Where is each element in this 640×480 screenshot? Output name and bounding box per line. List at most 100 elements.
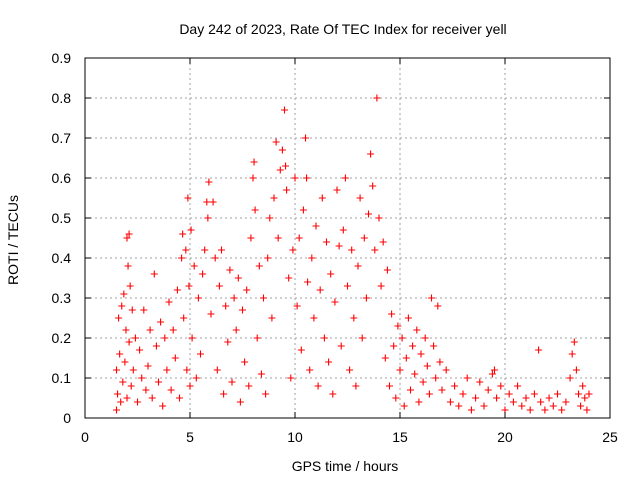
- x-axis-ticks: 0 5 10 15 20 25: [81, 58, 618, 445]
- data-point: [257, 370, 265, 378]
- data-point: [282, 162, 290, 170]
- data-point: [270, 194, 278, 202]
- data-point: [575, 390, 582, 398]
- y-tick-label: 0: [63, 410, 71, 426]
- data-point: [295, 234, 303, 242]
- data-point: [314, 382, 322, 390]
- data-point: [148, 394, 156, 402]
- grid-lines: [85, 58, 610, 418]
- data-point: [159, 402, 167, 410]
- data-point: [291, 174, 299, 182]
- data-point: [281, 106, 288, 114]
- data-points: [113, 94, 593, 414]
- data-point: [562, 398, 570, 406]
- data-point: [122, 326, 130, 334]
- data-point: [247, 234, 255, 242]
- y-tick-label: 0.2: [52, 330, 72, 346]
- data-point: [526, 406, 534, 414]
- data-point: [152, 342, 160, 350]
- data-point: [331, 298, 339, 306]
- data-point: [558, 406, 566, 414]
- data-point: [138, 374, 146, 382]
- data-point: [583, 406, 591, 414]
- data-point: [381, 354, 389, 362]
- data-point: [129, 366, 137, 374]
- data-point: [250, 158, 258, 166]
- data-point: [113, 366, 120, 374]
- data-point: [232, 326, 240, 334]
- data-point: [264, 254, 272, 262]
- data-point: [161, 334, 169, 342]
- data-point: [243, 286, 251, 294]
- data-point: [568, 350, 576, 358]
- data-point: [163, 366, 171, 374]
- data-point: [293, 302, 301, 310]
- data-point: [222, 302, 230, 310]
- data-point: [209, 198, 217, 206]
- data-point: [570, 338, 578, 346]
- data-point: [226, 266, 234, 274]
- data-point: [488, 370, 496, 378]
- data-point: [354, 262, 362, 270]
- data-point: [566, 374, 574, 382]
- data-point: [211, 254, 219, 262]
- data-point: [120, 290, 128, 298]
- data-point: [400, 402, 408, 410]
- data-point: [299, 206, 307, 214]
- data-point: [302, 134, 309, 142]
- data-point: [287, 374, 295, 382]
- data-point: [121, 358, 129, 366]
- data-point: [113, 406, 120, 414]
- data-point: [190, 262, 198, 270]
- data-point: [187, 226, 195, 234]
- data-point: [234, 274, 242, 282]
- data-point: [476, 378, 484, 386]
- data-point: [192, 374, 200, 382]
- data-point: [125, 230, 133, 238]
- data-point: [442, 366, 450, 374]
- x-tick-label: 15: [392, 429, 408, 445]
- data-point: [362, 294, 370, 302]
- data-point: [398, 334, 406, 342]
- data-point: [365, 210, 372, 218]
- data-point: [375, 214, 383, 222]
- data-point: [274, 234, 282, 242]
- data-point: [436, 358, 444, 366]
- data-point: [394, 322, 402, 330]
- data-point: [167, 386, 175, 394]
- y-tick-label: 0.8: [52, 90, 72, 106]
- y-axis-ticks: 0 0.1 0.2 0.3 0.4 0.5 0.6 0.7 0.8 0.9: [52, 50, 610, 426]
- x-tick-label: 25: [602, 429, 618, 445]
- data-point: [402, 354, 410, 362]
- data-point: [157, 318, 165, 326]
- data-point: [117, 398, 125, 406]
- data-point: [123, 394, 131, 402]
- y-tick-label: 0.1: [52, 370, 72, 386]
- data-point: [207, 310, 215, 318]
- data-point: [352, 382, 360, 390]
- data-point: [228, 378, 236, 386]
- data-point: [360, 234, 368, 242]
- data-point: [577, 402, 585, 410]
- data-point: [171, 354, 179, 362]
- data-point: [541, 406, 549, 414]
- data-point: [344, 282, 351, 290]
- data-point: [128, 306, 136, 314]
- data-point: [245, 382, 253, 390]
- data-point: [213, 366, 221, 374]
- data-point: [356, 194, 364, 202]
- data-point: [386, 382, 393, 390]
- data-point: [186, 382, 194, 390]
- data-point: [297, 346, 305, 354]
- data-point: [127, 382, 135, 390]
- data-point: [367, 150, 375, 158]
- x-tick-label: 10: [287, 429, 303, 445]
- data-point: [194, 294, 202, 302]
- data-point: [572, 366, 580, 374]
- data-point: [432, 374, 440, 382]
- data-point: [423, 362, 431, 370]
- data-point: [140, 306, 148, 314]
- data-point: [312, 222, 320, 230]
- data-point: [409, 342, 417, 350]
- data-point: [203, 198, 211, 206]
